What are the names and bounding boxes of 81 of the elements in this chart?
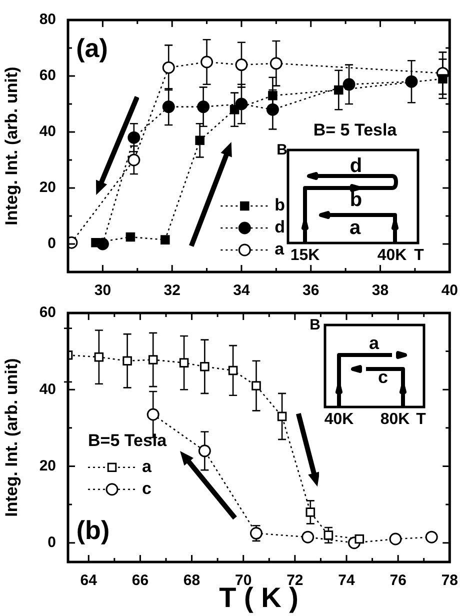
y-tick-label: 0 (48, 235, 56, 252)
point (162, 100, 175, 114)
point (342, 78, 356, 91)
point (302, 530, 314, 544)
point (195, 136, 204, 146)
point (235, 58, 248, 72)
point (126, 232, 136, 242)
x-tick-label: 34 (233, 282, 250, 300)
x-tick-label: 36 (302, 282, 320, 300)
point (334, 85, 344, 95)
annotation: a (349, 217, 361, 239)
annotation: T (416, 411, 426, 428)
point (160, 235, 170, 244)
point (198, 444, 211, 458)
annotation: B (276, 142, 288, 158)
y-axis-title: Integ. Int. (arb. unit) (2, 66, 21, 226)
point (94, 352, 104, 362)
point (252, 381, 261, 390)
annotation: (a) (76, 33, 108, 63)
point (389, 532, 402, 546)
legend-label: a (142, 457, 152, 476)
x-tick-label: 74 (338, 572, 356, 590)
point (179, 358, 189, 368)
y-tick-label: 40 (39, 123, 56, 140)
x-tick-label: 76 (390, 572, 406, 590)
y-tick-label: 80 (39, 11, 56, 28)
annotation: 15K (290, 247, 320, 264)
y-tick-label: 40 (39, 380, 56, 398)
annotation: b (350, 189, 362, 211)
x-tick-label: 68 (183, 572, 200, 590)
point (91, 238, 100, 248)
legend-title: B=5 Tesla (88, 431, 168, 450)
point (230, 104, 240, 114)
point (122, 356, 132, 366)
legend-label: b (274, 196, 286, 215)
x-tick-label: 40 (441, 282, 458, 300)
legend-label: a (274, 240, 285, 259)
x-tick-label: 38 (372, 282, 389, 300)
y-tick-label: 20 (39, 179, 56, 196)
point (146, 408, 160, 421)
point (128, 131, 140, 144)
point (250, 527, 262, 540)
point (228, 366, 238, 376)
x-tick-label: 66 (132, 572, 149, 590)
y-tick-label: 60 (39, 67, 56, 84)
point (438, 74, 448, 84)
annotation: 80K (380, 411, 410, 428)
point (425, 530, 438, 544)
point (148, 355, 158, 364)
annotation: 40K (324, 411, 354, 428)
point (277, 412, 287, 422)
x-tick-label: 32 (164, 282, 180, 300)
annotation: B (310, 316, 320, 334)
y-axis-title: Integ. Int. (arb. unit) (2, 358, 21, 517)
annotation: B= 5 Tesla (313, 120, 397, 140)
annotation: d (350, 155, 362, 177)
legend-label: c (142, 479, 152, 498)
y-tick-label: 20 (39, 457, 56, 474)
annotation: (b) (76, 515, 110, 545)
point (405, 75, 418, 88)
x-tick-label: 64 (80, 572, 98, 590)
point (162, 61, 175, 74)
point (324, 530, 334, 540)
point (266, 103, 279, 116)
legend-label: d (274, 218, 286, 237)
annotation: T (414, 247, 424, 264)
point (268, 90, 278, 100)
point (354, 534, 364, 544)
point (200, 56, 214, 68)
annotation: 40K (377, 247, 407, 264)
point (128, 154, 140, 166)
annotation: c (378, 367, 388, 387)
annotation: a (368, 333, 380, 353)
x-tick-label: 30 (94, 282, 112, 300)
y-tick-label: 0 (48, 534, 56, 551)
point (197, 100, 210, 114)
x-tick-label: 78 (441, 572, 458, 590)
point (200, 362, 210, 372)
point (306, 508, 316, 517)
y-tick-label: 60 (39, 304, 56, 322)
point (270, 57, 282, 70)
